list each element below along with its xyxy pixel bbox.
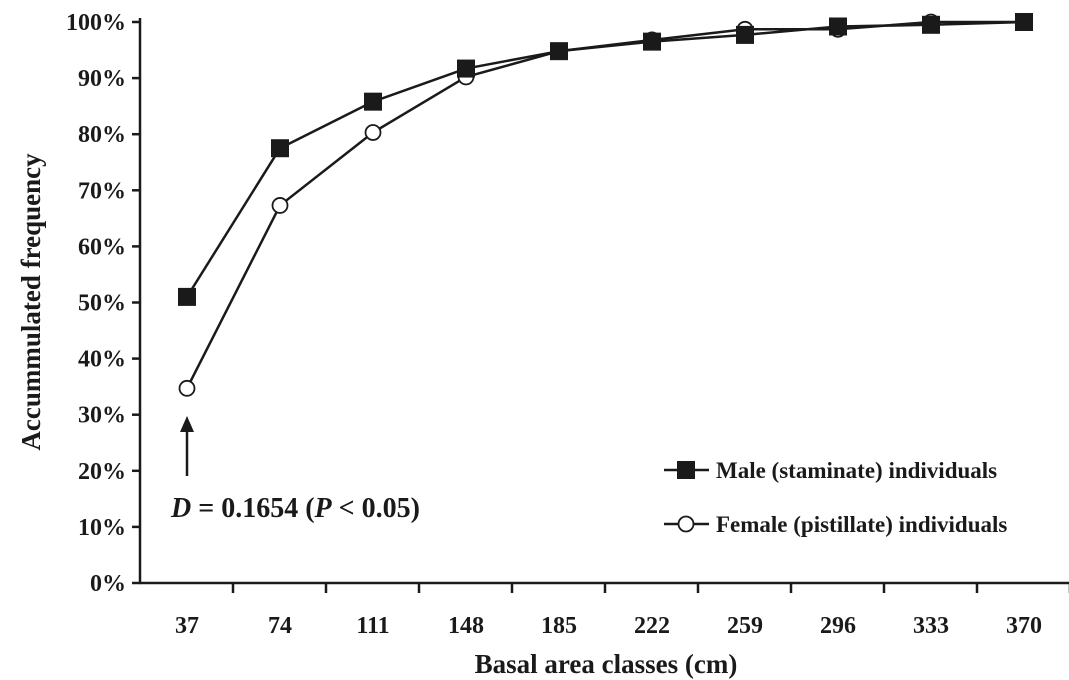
y-tick-label: 10% <box>78 515 126 541</box>
y-ticks: 0% 10% 20% 30% 40% 50% 60% 70% 80% 90% 100% <box>66 10 140 597</box>
data-point-male <box>829 17 847 36</box>
legend-label-male: Male (staminate) individuals <box>716 458 997 483</box>
annotation-p-threshold: < 0.05) <box>332 493 420 524</box>
x-tick-label: 111 <box>356 613 389 639</box>
data-point-male <box>736 25 754 44</box>
annotation-arrow-head <box>180 416 194 432</box>
x-tick-label: 222 <box>634 613 670 639</box>
annotation-value: = 0.1654 ( <box>191 493 314 524</box>
legend-marker-circle <box>677 515 695 533</box>
x-tick-label: 296 <box>820 613 856 639</box>
data-point-male <box>271 139 289 158</box>
data-point-female <box>271 197 289 214</box>
y-tick-label: 30% <box>78 403 126 429</box>
data-point-male <box>643 32 661 51</box>
annotation-text: D = 0.1654 (P < 0.05) <box>170 493 420 524</box>
y-tick-label: 90% <box>78 66 126 92</box>
y-tick-label: 60% <box>78 234 126 260</box>
series-layer <box>178 13 1033 397</box>
x-axis-title: Basal area classes (cm) <box>475 649 738 679</box>
x-tick-label: 333 <box>913 613 949 639</box>
data-point-male <box>457 59 475 78</box>
x-tick-label: 148 <box>448 613 484 639</box>
annotation-d-symbol: D <box>170 493 191 524</box>
x-tick-label: 185 <box>541 613 577 639</box>
data-point-female <box>178 379 196 397</box>
y-tick-label: 40% <box>78 347 126 373</box>
d-statistic-annotation: D = 0.1654 (P < 0.05) <box>170 416 420 524</box>
data-point-female <box>364 124 382 141</box>
series-line-male <box>185 20 1025 298</box>
y-tick-label: 20% <box>78 459 126 485</box>
legend-label-female: Female (pistillate) individuals <box>716 512 1007 537</box>
y-tick-label: 70% <box>78 178 126 204</box>
data-point-male <box>178 287 196 306</box>
series-line-female <box>185 20 1024 389</box>
legend-entry-female: Female (pistillate) individuals <box>664 512 1007 537</box>
data-point-male <box>922 15 940 34</box>
x-tick-label: 370 <box>1006 613 1042 639</box>
x-tick-label: 259 <box>727 613 763 639</box>
data-point-male <box>1015 13 1033 31</box>
legend-marker-square <box>677 461 695 479</box>
y-tick-label: 50% <box>78 291 126 317</box>
x-tick-label: 37 <box>175 613 199 639</box>
annotation-p-symbol: P <box>314 493 333 524</box>
y-tick-label: 80% <box>78 122 126 148</box>
x-ticks: 37 74 111 148 185 222 259 296 333 370 <box>175 583 1069 639</box>
y-tick-label: 0% <box>90 571 126 597</box>
legend-entry-male: Male (staminate) individuals <box>664 458 997 483</box>
legend: Male (staminate) individuals Female (pis… <box>664 458 1007 537</box>
data-point-male <box>550 42 568 61</box>
y-tick-label: 100% <box>66 10 126 36</box>
y-axis-title: Accummulated frequency <box>16 153 46 451</box>
x-tick-label: 74 <box>268 613 292 639</box>
data-point-male <box>364 92 382 111</box>
